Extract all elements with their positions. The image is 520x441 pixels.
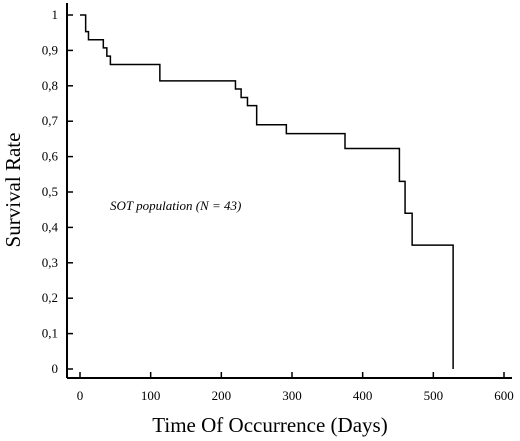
y-tick-label: 0,9 <box>42 42 58 57</box>
x-tick-label: 100 <box>141 388 161 403</box>
y-tick-label: 0 <box>52 361 59 376</box>
x-tick-label: 400 <box>353 388 373 403</box>
y-tick-label: 0,2 <box>42 290 58 305</box>
survival-curve <box>80 14 454 369</box>
x-tick-label: 300 <box>282 388 302 403</box>
x-axis-ticks: 0 100 200 300 400 500 600 <box>77 372 514 403</box>
y-tick-label: 0,5 <box>42 184 58 199</box>
x-tick-label: 500 <box>424 388 444 403</box>
x-tick-label: 0 <box>77 388 84 403</box>
x-axis-title: Time Of Occurrence (Days) <box>152 413 387 437</box>
y-tick-label: 0,1 <box>42 326 58 341</box>
y-axis-ticks: 0 0,1 0,2 0,3 0,4 0,5 0,6 0,7 0,8 0,9 1 <box>42 7 73 376</box>
y-axis-title: Survival Rate <box>1 133 25 248</box>
x-tick-label: 200 <box>212 388 232 403</box>
y-tick-label: 0,3 <box>42 255 58 270</box>
y-tick-label: 0,4 <box>42 219 59 234</box>
y-tick-label: 0,7 <box>42 113 59 128</box>
y-tick-label: 1 <box>52 7 59 22</box>
population-annotation: SOT population (N = 43) <box>110 198 241 213</box>
y-tick-label: 0,6 <box>42 149 59 164</box>
y-tick-label: 0,8 <box>42 78 58 93</box>
x-tick-label: 600 <box>494 388 514 403</box>
